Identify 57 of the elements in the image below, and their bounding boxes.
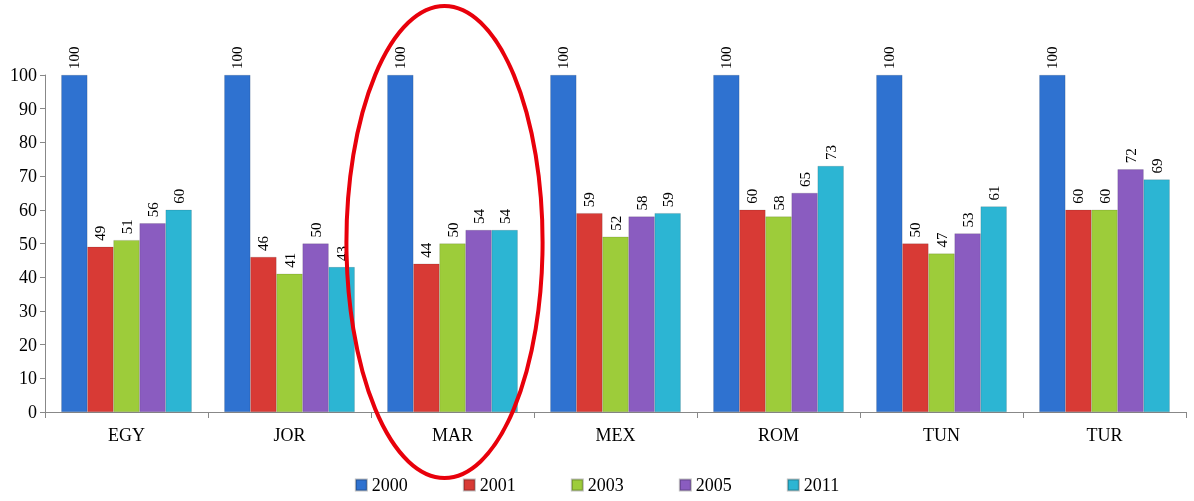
data-label: 100 [66, 46, 83, 69]
data-label: 100 [229, 46, 246, 69]
legend-label: 2005 [695, 475, 732, 495]
data-label: 60 [744, 188, 761, 204]
x-tick-label: TUR [1086, 425, 1123, 445]
data-label: 100 [881, 46, 898, 69]
data-label: 51 [118, 219, 135, 235]
data-label: 65 [796, 171, 813, 187]
data-label: 58 [770, 195, 787, 211]
x-tick-label: ROM [757, 425, 800, 445]
data-label: 50 [307, 222, 324, 238]
data-label: 44 [418, 242, 435, 258]
x-tick-label: EGY [108, 425, 145, 445]
data-label: 100 [555, 46, 572, 69]
data-label: 60 [1096, 188, 1113, 204]
y-tick-label: 50 [19, 233, 37, 254]
data-label: 47 [933, 232, 950, 248]
x-tick-label: JOR [273, 425, 306, 445]
data-label: 100 [1044, 46, 1061, 69]
y-tick-label: 20 [19, 334, 37, 355]
data-label: 54 [496, 208, 513, 225]
data-label: 73 [822, 144, 839, 160]
x-tick-label: MEX [595, 425, 636, 445]
data-label: 56 [144, 201, 161, 218]
data-label: 41 [281, 252, 298, 268]
data-label: 60 [1070, 188, 1087, 204]
x-tick-label: TUN [923, 425, 960, 445]
legend-label: 2000 [371, 475, 408, 495]
data-label: 52 [607, 215, 624, 231]
data-label: 50 [907, 222, 924, 238]
y-tick-label: 10 [19, 368, 37, 389]
y-tick-label: 90 [19, 98, 37, 119]
legend-label: 2003 [587, 475, 624, 495]
legend-label: 2011 [803, 475, 840, 495]
data-label: 53 [959, 212, 976, 228]
y-tick-label: 60 [19, 199, 37, 220]
y-tick-label: 40 [19, 267, 37, 288]
data-label: 58 [633, 195, 650, 211]
data-label: 59 [581, 192, 598, 208]
legend-label: 2001 [479, 475, 516, 495]
data-label: 50 [444, 222, 461, 238]
data-label: 46 [255, 235, 272, 251]
y-tick-label: 30 [19, 300, 37, 321]
data-label: 61 [985, 185, 1002, 201]
data-label: 49 [92, 225, 109, 241]
x-tick-label: MAR [431, 425, 474, 445]
data-label: 100 [392, 46, 409, 69]
data-label: 54 [470, 208, 487, 225]
y-tick-label: 100 [10, 65, 37, 85]
data-label: 59 [659, 192, 676, 208]
data-label: 100 [718, 46, 735, 69]
data-label: 72 [1122, 148, 1139, 164]
y-tick-label: 0 [28, 402, 37, 422]
data-label: 69 [1148, 158, 1165, 174]
y-tick-label: 80 [19, 132, 37, 153]
y-tick-label: 70 [19, 166, 37, 187]
data-label: 60 [170, 188, 187, 204]
